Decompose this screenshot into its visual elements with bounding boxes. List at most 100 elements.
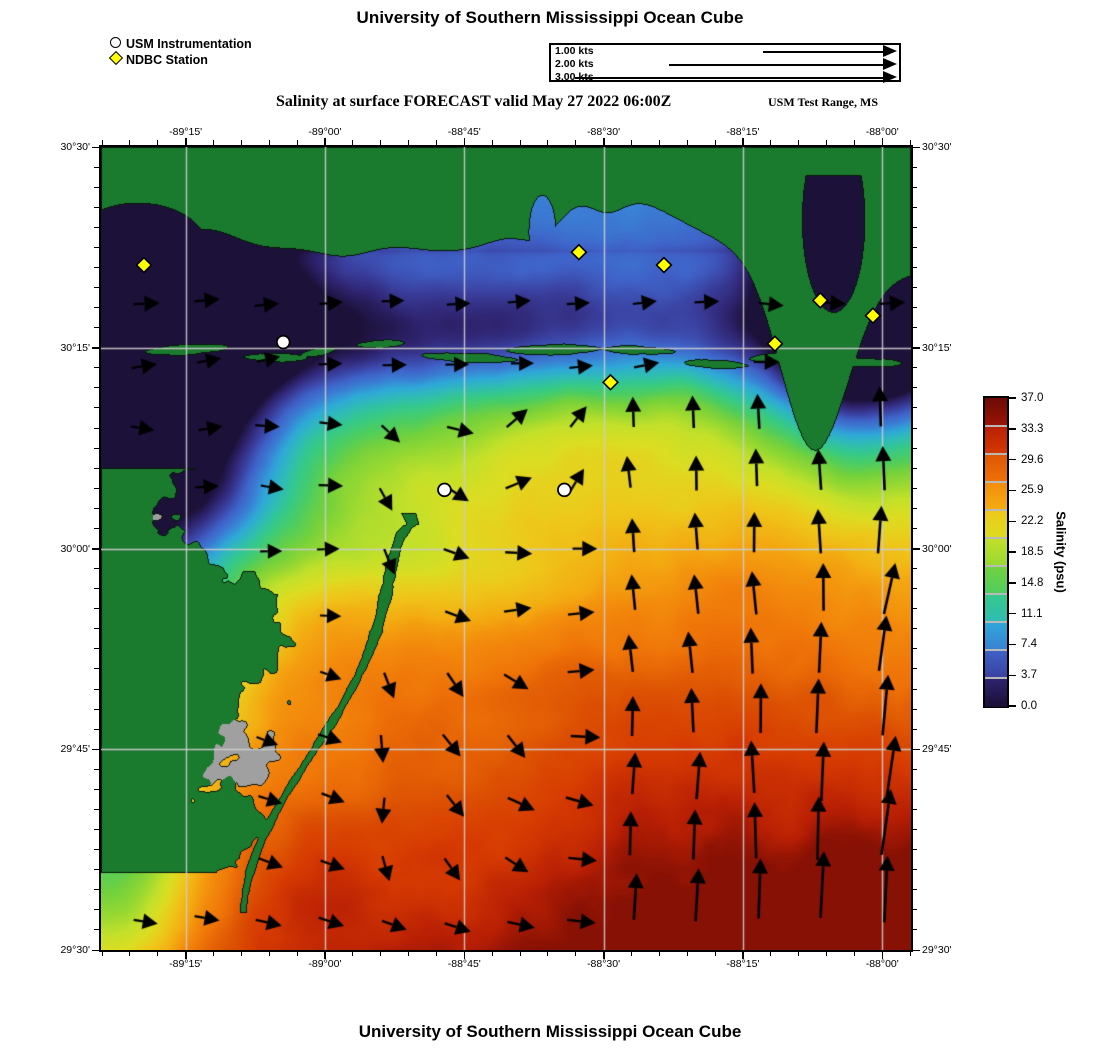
lat-tick-minor-left-14 [94,427,100,429]
lon-tick-minor-bottom-22 [630,950,632,956]
lat-tick-minor-right-33 [911,808,917,810]
ndbc-station-marker[interactable] [655,256,673,274]
lat-tick-minor-right-5 [911,246,917,248]
legend-label-usm: USM Instrumentation [126,36,252,51]
lon-tick-minor-top-16 [463,140,465,146]
colorbar-segment-4 [985,510,1007,539]
lat-label-right-1: 30°15' [922,341,952,354]
lat-tick-minor-right-36 [911,869,917,871]
colorbar-tick-3 [1009,489,1016,492]
lat-tick-minor-left-33 [94,808,100,810]
lat-tick-minor-left-18 [94,507,100,509]
lon-tick-minor-top-25 [714,140,716,146]
circle-marker-icon [108,36,126,51]
lat-tick-minor-right-22 [911,588,917,590]
colorbar-segment-2 [985,454,1007,483]
lat-tick-minor-left-39 [94,929,100,931]
lat-label-left-3: 29°45' [60,743,90,756]
colorbar-tick-1 [1009,428,1016,430]
lat-tick-minor-right-18 [911,507,917,509]
lat-label-right-4: 29°30' [922,944,952,956]
colorbar-divider-1 [985,425,1007,427]
ndbc-station-marker[interactable] [570,243,588,261]
colorbar-tick-8 [1009,643,1016,646]
lon-tick-minor-top-22 [630,140,632,146]
colorbar-divider-8 [985,621,1007,623]
lat-tick-minor-right-9 [911,327,917,329]
lon-tick-minor-top-30 [853,140,855,146]
lat-tick-minor-left-3 [94,206,100,208]
lat-tick-minor-left-34 [94,829,100,831]
colorbar-tick-0 [1009,397,1016,399]
lon-tick-minor-bottom-26 [742,950,744,956]
lon-tick-minor-bottom-30 [853,950,855,956]
legend-item-ndbc: NDBC Station [108,50,338,67]
lon-tick-minor-bottom-8 [240,950,242,956]
lon-tick-minor-bottom-15 [435,950,437,956]
map-plot-area[interactable] [99,145,913,952]
lat-tick-minor-right-11 [911,367,917,369]
lat-tick-minor-left-17 [94,487,100,489]
ndbc-station-marker[interactable] [864,307,882,325]
velocity-arrowhead-3 [883,71,897,83]
region-label: USM Test Range, MS [768,95,879,109]
colorbar-divider-4 [985,509,1007,511]
ndbc-station-marker[interactable] [601,373,620,391]
lat-tick-minor-left-28 [94,708,100,710]
lat-tick-major-left-3 [92,748,101,751]
lat-tick-minor-right-15 [911,447,917,449]
lat-tick-minor-left-29 [94,728,100,730]
lat-tick-minor-right-23 [911,608,917,610]
lat-tick-minor-left-9 [94,327,100,329]
usm-instrumentation-marker[interactable] [275,334,291,350]
lat-label-left-2: 30°00' [60,542,90,555]
velocity-scale-row-3: 3.00 kts [551,71,899,84]
lat-tick-minor-right-12 [911,387,917,389]
lon-tick-minor-top-20 [575,140,577,146]
ndbc-station-marker[interactable] [135,256,153,274]
lat-tick-minor-left-25 [94,648,100,650]
lat-tick-minor-right-3 [911,206,917,208]
lon-tick-minor-bottom-24 [686,950,688,956]
lat-tick-minor-left-5 [94,246,100,248]
lon-tick-minor-bottom-32 [909,950,911,956]
lat-tick-minor-right-13 [911,407,917,409]
lat-tick-minor-left-1 [94,166,100,168]
lon-label-bottom-4: -88°15' [726,958,760,970]
lon-tick-minor-top-19 [547,140,549,146]
usm-instrumentation-marker[interactable] [557,482,572,498]
lat-tick-minor-left-23 [94,608,100,610]
colorbar-tick-label-2: 29.6 [1021,453,1044,466]
lon-label-top-2: -88°45' [447,126,481,138]
lon-label-bottom-1: -89°00' [308,958,342,970]
lon-tick-minor-top-23 [658,140,660,146]
lon-tick-minor-top-4 [129,140,131,146]
colorbar-tick-label-6: 14.8 [1021,576,1044,589]
lon-tick-minor-top-31 [881,140,883,146]
lat-tick-minor-right-39 [911,929,917,931]
usm-instrumentation-marker[interactable] [437,482,452,498]
colorbar-segment-6 [985,566,1007,595]
lat-tick-minor-right-29 [911,728,917,730]
lon-label-bottom-5: -88°00' [865,958,899,970]
lon-tick-minor-bottom-12 [352,950,354,956]
lon-tick-minor-top-12 [352,140,354,146]
lon-tick-minor-top-21 [603,140,605,146]
lon-tick-minor-bottom-28 [798,950,800,956]
lon-label-top-3: -88°30' [587,126,621,138]
lon-tick-minor-top-15 [435,140,437,146]
colorbar-tick-label-5: 18.5 [1021,546,1044,558]
lat-tick-major-right-1 [911,347,920,349]
lon-tick-minor-top-14 [408,140,410,146]
lon-tick-minor-top-18 [519,140,521,146]
colorbar-segment-9 [985,650,1007,679]
colorbar-divider-3 [985,481,1007,483]
lon-tick-minor-bottom-17 [491,950,493,956]
salinity-field-canvas [101,147,911,950]
ndbc-station-marker[interactable] [766,335,784,353]
ndbc-station-marker[interactable] [811,291,829,309]
lon-label-top-5: -88°00' [865,126,899,138]
lon-tick-minor-bottom-3 [101,950,103,956]
colorbar-tick-9 [1009,674,1016,676]
lon-tick-minor-top-7 [213,140,214,146]
